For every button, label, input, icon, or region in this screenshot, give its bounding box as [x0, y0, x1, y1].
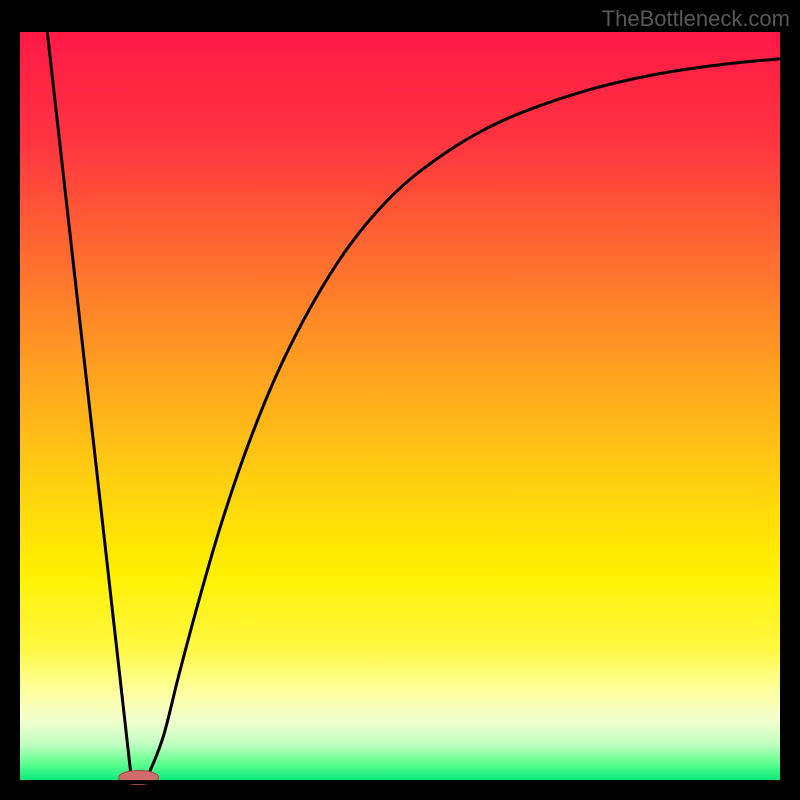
- watermark-text: TheBottleneck.com: [602, 6, 790, 32]
- bottleneck-chart: TheBottleneck.com: [0, 0, 800, 800]
- chart-svg: [0, 0, 800, 800]
